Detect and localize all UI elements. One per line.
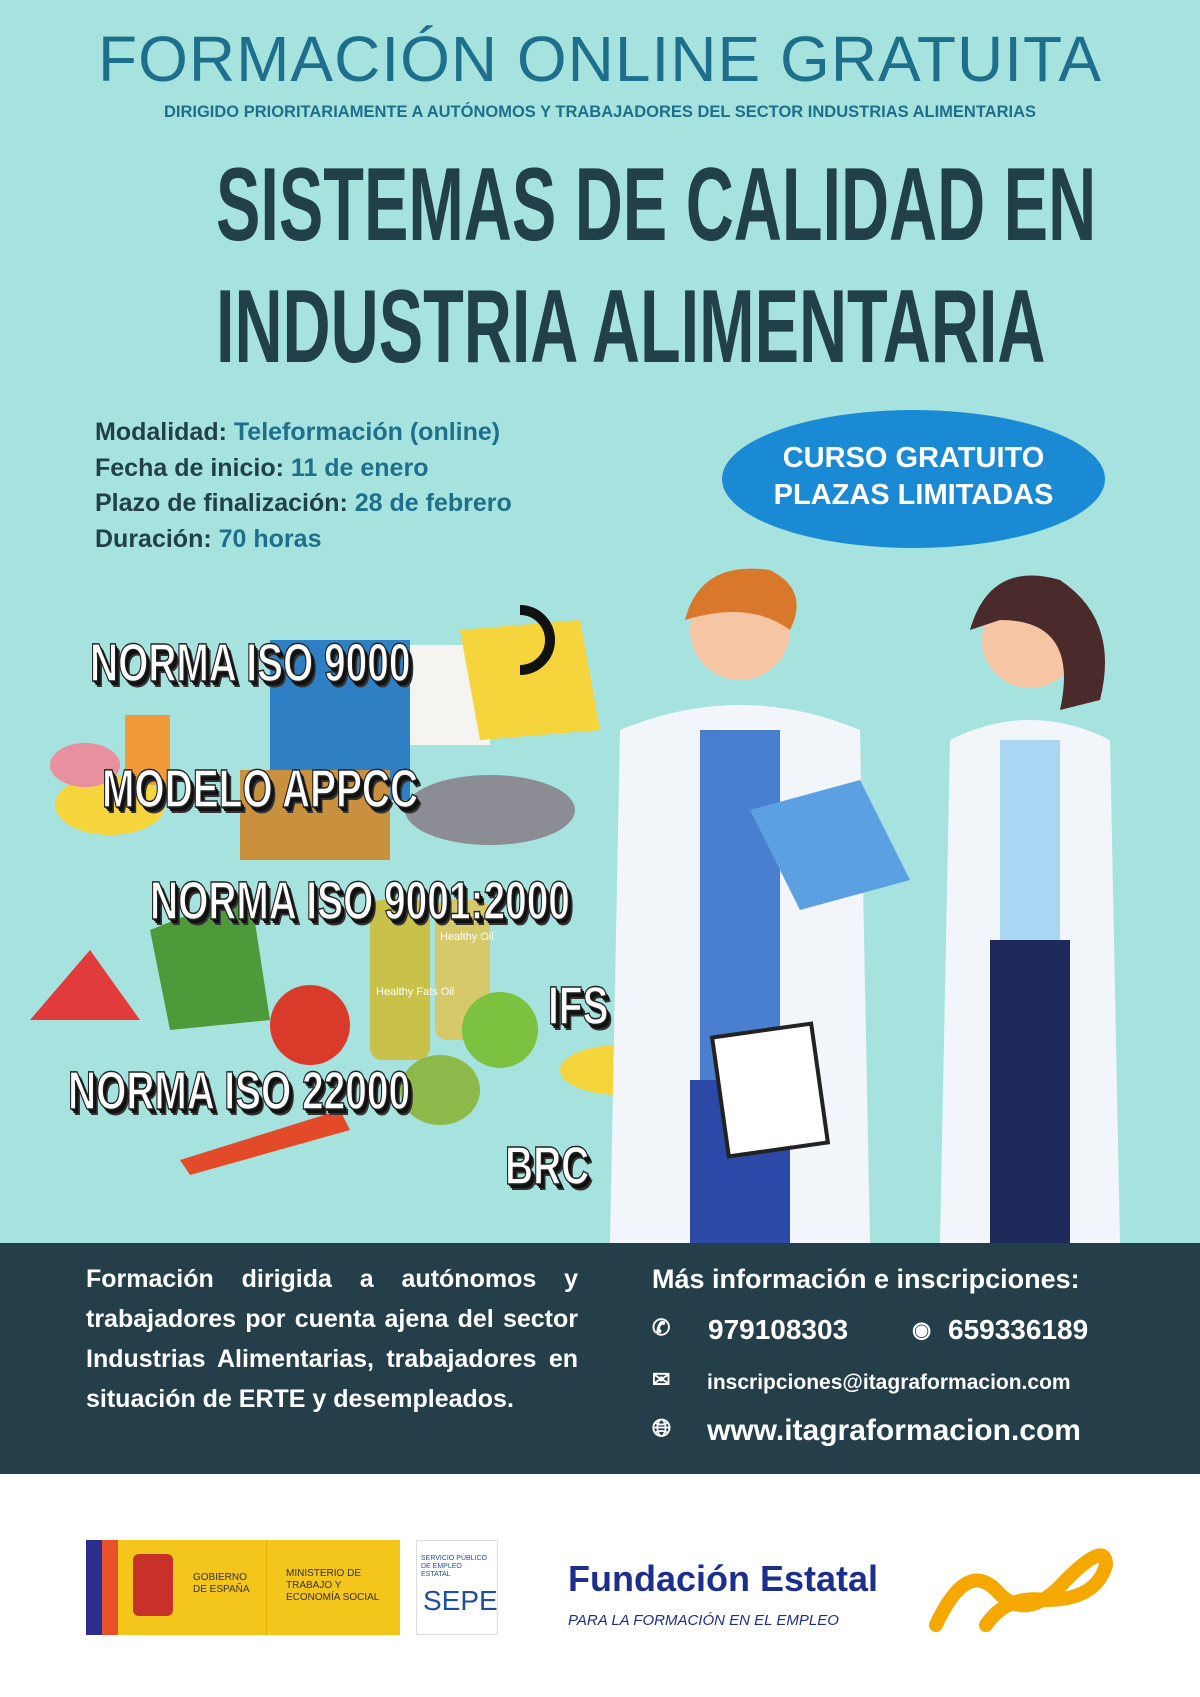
gobierno-logo: GOBIERNO DE ESPAÑA MINISTERIO DE TRABAJO…	[118, 1540, 400, 1635]
detail-plazo: Plazo de finalización: 28 de febrero	[95, 489, 512, 517]
sepe-logo: SERVICIO PÚBLICO DE EMPLEO ESTATAL SEPE	[416, 1540, 498, 1635]
scientists-illustration	[520, 568, 1120, 1243]
mail-icon: ✉	[652, 1367, 671, 1392]
whatsapp-icon: ◉	[912, 1317, 932, 1342]
norm-brc: BRC	[504, 1135, 590, 1197]
free-course-badge: CURSO GRATUITO PLAZAS LIMITADAS	[722, 410, 1105, 548]
poster-top: FORMACIÓN ONLINE GRATUITA DIRIGIDO PRIOR…	[0, 0, 1200, 1243]
email-link[interactable]: inscripciones@itagraformacion.com	[707, 1371, 1071, 1394]
globe-icon: 🌐︎	[652, 1415, 672, 1442]
detail-fecha-inicio: Fecha de inicio: 11 de enero	[95, 453, 429, 482]
food-illustration: Healthy Fats Oil Healthy Oil	[30, 620, 680, 1175]
coat-of-arms-icon	[133, 1554, 173, 1616]
fundacion-subtitle: PARA LA FORMACIÓN EN EL EMPLEO	[568, 1612, 839, 1629]
eu-flag-strip	[86, 1540, 118, 1635]
ministerio-text: MINISTERIO DE TRABAJO Y ECONOMÍA SOCIAL	[286, 1568, 380, 1603]
sepe-text: SEPE	[423, 1585, 498, 1616]
norm-iso-9001: NORMA ISO 9001:2000	[149, 870, 570, 932]
phone-number[interactable]: 979108303	[708, 1314, 849, 1345]
detail-duracion: Duración: 70 horas	[95, 524, 322, 553]
header-subtitle: DIRIGIDO PRIORITARIAMENTE A AUTÓNOMOS Y …	[163, 103, 1037, 121]
header-title: FORMACIÓN ONLINE GRATUITA	[98, 23, 1102, 95]
fundae-infinity-logo	[929, 1548, 1114, 1632]
target-description: Formación dirigida a autónomos y trabaja…	[86, 1265, 578, 1413]
course-title-line1: SISTEMAS DE CALIDAD EN	[216, 147, 1097, 263]
oil-label-1: Healthy Fats Oil	[376, 986, 454, 998]
detail-modalidad: Modalidad: Teleformación (online)	[95, 418, 501, 446]
info-panel: Formación dirigida a autónomos y trabaja…	[0, 1243, 1200, 1474]
fundacion-title: Fundación Estatal	[568, 1558, 879, 1599]
contact-title: Más información e inscripciones:	[652, 1264, 1080, 1294]
norm-appcc: MODELO APPCC	[101, 758, 419, 820]
norm-ifs: IFS	[547, 975, 609, 1037]
phone-icon: ✆	[652, 1315, 671, 1340]
sepe-small-text: SERVICIO PÚBLICO DE EMPLEO ESTATAL	[421, 1555, 488, 1578]
course-details: Modalidad: Teleformación (online) Fecha …	[95, 415, 512, 557]
logo-divider	[266, 1540, 267, 1635]
gobierno-text: GOBIERNO DE ESPAÑA	[193, 1572, 250, 1595]
sponsor-logos: GOBIERNO DE ESPAÑA MINISTERIO DE TRABAJO…	[86, 1540, 1126, 1635]
course-title-line2: INDUSTRIA ALIMENTARIA	[216, 269, 1046, 385]
whatsapp-number[interactable]: 659336189	[948, 1314, 1089, 1345]
website-link[interactable]: www.itagraformacion.com	[707, 1414, 1081, 1447]
norm-iso-9000: NORMA ISO 9000	[89, 632, 411, 694]
norm-iso-22000: NORMA ISO 22000	[67, 1060, 411, 1122]
oil-label-2: Healthy Oil	[440, 931, 494, 943]
